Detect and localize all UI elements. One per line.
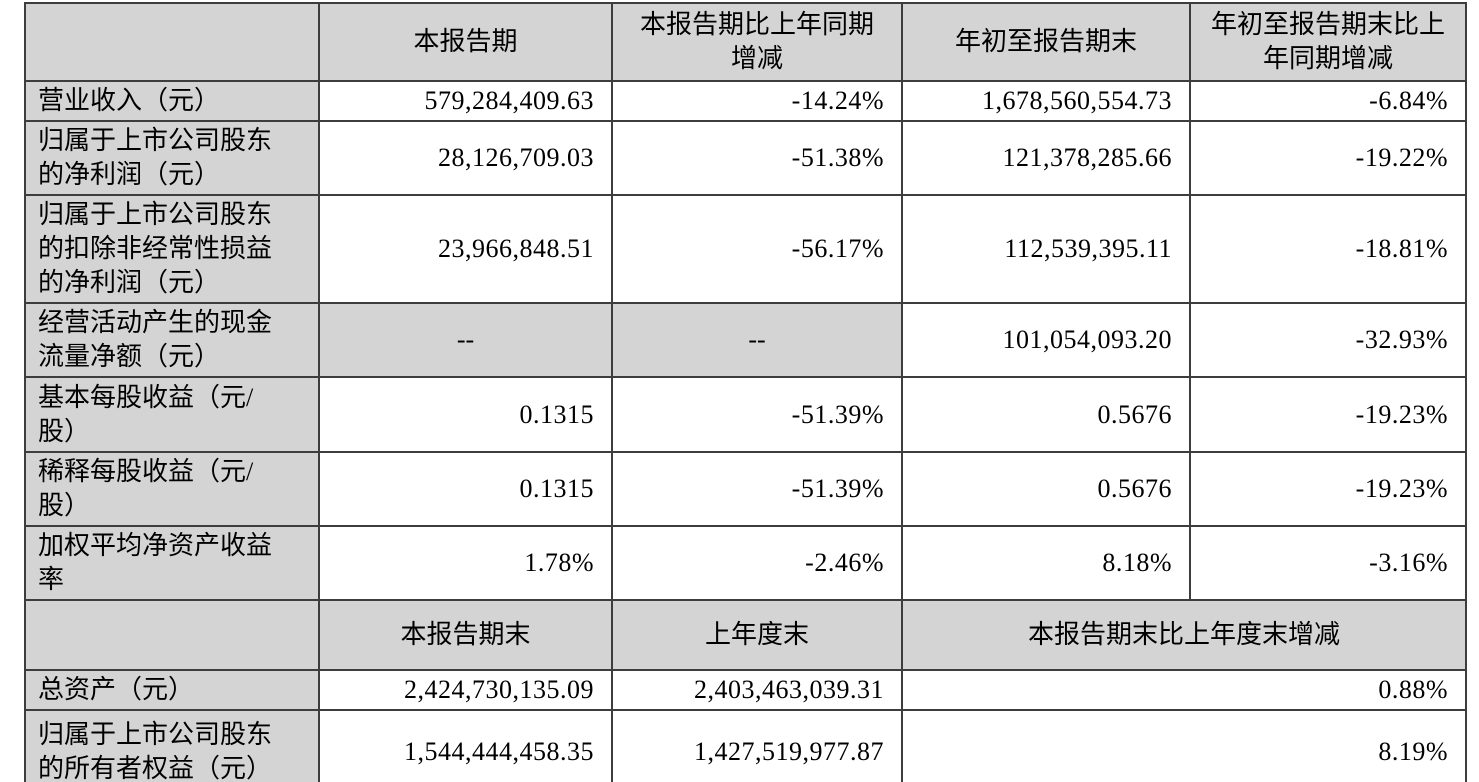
value-cell: 28,126,709.03 xyxy=(318,120,613,196)
value-cell: -- xyxy=(318,302,613,378)
value-cell: -51.39% xyxy=(611,451,903,527)
value-cell: 8.19% xyxy=(901,709,1467,782)
quarter-header-row: 本报告期 本报告期比上年同期 增减 年初至报告期末 年初至报告期末比上 年同期增… xyxy=(24,2,1467,82)
value-cell: -19.23% xyxy=(1189,376,1467,453)
table-row-operating-cash-flow: 经营活动产生的现金 流量净额（元） -- -- 101,054,093.20 -… xyxy=(24,302,1467,378)
value-cell: -14.24% xyxy=(611,80,903,122)
value-cell: 0.5676 xyxy=(901,451,1191,527)
value-cell: -19.23% xyxy=(1189,451,1467,527)
metric-label: 归属于上市公司股东 的所有者权益（元） xyxy=(24,709,320,782)
value-cell: -- xyxy=(611,302,903,378)
value-cell: 0.1315 xyxy=(318,376,613,453)
value-cell: 8.18% xyxy=(901,525,1191,601)
header-ytd-yoy-change: 年初至报告期末比上 年同期增减 xyxy=(1189,2,1467,82)
metric-label: 营业收入（元） xyxy=(24,80,320,122)
value-cell: 0.1315 xyxy=(318,451,613,527)
value-cell: 579,284,409.63 xyxy=(318,80,613,122)
value-cell: -56.17% xyxy=(611,194,903,304)
metric-label: 基本每股收益（元/ 股） xyxy=(24,376,320,453)
table-row-net-profit-excl-nonrecurring: 归属于上市公司股东 的扣除非经常性损益 的净利润（元） 23,966,848.5… xyxy=(24,194,1467,304)
value-cell: 1,678,560,554.73 xyxy=(901,80,1191,122)
header-yoy-change: 本报告期比上年同期 增减 xyxy=(611,2,903,82)
value-cell: -51.39% xyxy=(611,376,903,453)
value-cell: 101,054,093.20 xyxy=(901,302,1191,378)
value-cell: -3.16% xyxy=(1189,525,1467,601)
value-cell: -2.46% xyxy=(611,525,903,601)
key-financials-table: 本报告期 本报告期比上年同期 增减 年初至报告期末 年初至报告期末比上 年同期增… xyxy=(24,2,1467,782)
metric-label: 总资产（元） xyxy=(24,669,320,711)
value-cell: 1.78% xyxy=(318,525,613,601)
metric-label: 归属于上市公司股东 的净利润（元） xyxy=(24,120,320,196)
value-cell: -19.22% xyxy=(1189,120,1467,196)
header-end-of-last-year: 上年度末 xyxy=(611,599,903,671)
value-cell: 2,424,730,135.09 xyxy=(318,669,613,711)
corner-cell xyxy=(24,599,320,671)
value-cell: 1,544,444,458.35 xyxy=(318,709,613,782)
header-ytd: 年初至报告期末 xyxy=(901,2,1191,82)
table-row-weighted-avg-roe: 加权平均净资产收益 率 1.78% -2.46% 8.18% -3.16% xyxy=(24,525,1467,601)
value-cell: 0.88% xyxy=(901,669,1467,711)
value-cell: 112,539,395.11 xyxy=(901,194,1191,304)
table-row-net-profit: 归属于上市公司股东 的净利润（元） 28,126,709.03 -51.38% … xyxy=(24,120,1467,196)
table-row-basic-eps: 基本每股收益（元/ 股） 0.1315 -51.39% 0.5676 -19.2… xyxy=(24,376,1467,453)
value-cell: 0.5676 xyxy=(901,376,1191,453)
value-cell: 121,378,285.66 xyxy=(901,120,1191,196)
value-cell: 2,403,463,039.31 xyxy=(611,669,903,711)
value-cell: -51.38% xyxy=(611,120,903,196)
value-cell: -32.93% xyxy=(1189,302,1467,378)
metric-label: 经营活动产生的现金 流量净额（元） xyxy=(24,302,320,378)
value-cell: 1,427,519,977.87 xyxy=(611,709,903,782)
table-row-total-assets: 总资产（元） 2,424,730,135.09 2,403,463,039.31… xyxy=(24,669,1467,711)
header-change-vs-last-yearend: 本报告期末比上年度末增减 xyxy=(901,599,1467,671)
header-current-period: 本报告期 xyxy=(318,2,613,82)
yearend-header-row: 本报告期末 上年度末 本报告期末比上年度末增减 xyxy=(24,599,1467,671)
metric-label: 加权平均净资产收益 率 xyxy=(24,525,320,601)
metric-label: 稀释每股收益（元/ 股） xyxy=(24,451,320,527)
metric-label: 归属于上市公司股东 的扣除非经常性损益 的净利润（元） xyxy=(24,194,320,304)
header-end-of-period: 本报告期末 xyxy=(318,599,613,671)
table-row-revenue: 营业收入（元） 579,284,409.63 -14.24% 1,678,560… xyxy=(24,80,1467,122)
table-row-owners-equity: 归属于上市公司股东 的所有者权益（元） 1,544,444,458.35 1,4… xyxy=(24,709,1467,782)
value-cell: -18.81% xyxy=(1189,194,1467,304)
table-row-diluted-eps: 稀释每股收益（元/ 股） 0.1315 -51.39% 0.5676 -19.2… xyxy=(24,451,1467,527)
corner-cell xyxy=(24,2,320,82)
value-cell: -6.84% xyxy=(1189,80,1467,122)
value-cell: 23,966,848.51 xyxy=(318,194,613,304)
